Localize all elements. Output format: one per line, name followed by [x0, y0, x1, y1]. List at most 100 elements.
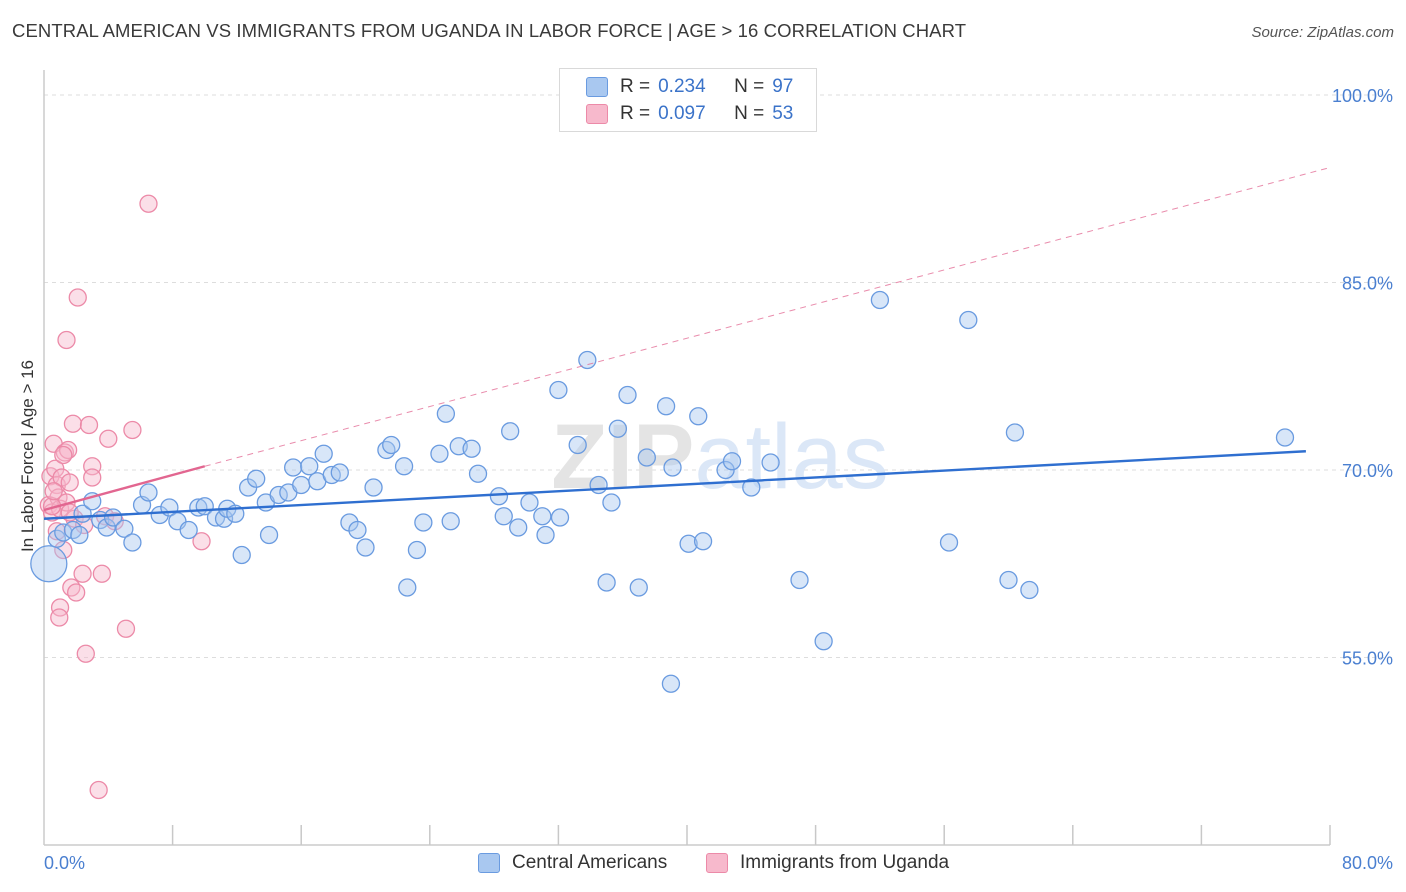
axes — [43, 70, 1331, 846]
central-point — [578, 350, 597, 370]
central-point — [637, 448, 656, 467]
watermark: ZIPatlas — [551, 406, 888, 508]
central-point — [430, 444, 449, 463]
central-point — [790, 570, 809, 590]
central-point — [999, 570, 1018, 590]
central-point — [123, 533, 142, 552]
legend-n-label: N = — [734, 76, 765, 97]
uganda-point — [50, 598, 70, 617]
legend-item-uganda: Immigrants from Uganda — [706, 852, 949, 874]
trend-line-uganda-extension — [204, 167, 1331, 467]
central-point — [661, 674, 681, 693]
grid-lines — [44, 94, 1394, 658]
central-point — [742, 478, 761, 497]
central-point — [330, 463, 349, 482]
central-point — [814, 632, 833, 651]
uganda-point — [47, 522, 67, 541]
central-point — [364, 478, 383, 497]
uganda-point — [79, 415, 99, 435]
central-point — [150, 505, 169, 525]
central-point — [663, 458, 682, 477]
trend-line-uganda — [43, 465, 206, 512]
trend-lines — [43, 167, 1331, 520]
central-point — [489, 487, 509, 506]
uganda-point — [67, 583, 86, 602]
central-point — [292, 475, 311, 495]
central-point — [398, 578, 417, 597]
legend-r-value: 0.097 — [658, 103, 706, 124]
x-tick-label: 80.0% — [1342, 853, 1393, 873]
legend-row-uganda: R = 0.097 N = 53 — [586, 102, 793, 126]
tick-labels: 100.0% 85.0% 70.0% 55.0% 0.0% 80.0% — [44, 86, 1393, 873]
central-point — [247, 469, 266, 488]
central-point — [761, 453, 780, 472]
central-point — [597, 573, 616, 592]
central-point — [103, 508, 123, 527]
central-point — [689, 407, 708, 426]
central-point — [382, 435, 401, 455]
central-point — [179, 520, 198, 540]
legend-n-value: 97 — [772, 76, 794, 97]
central-point — [441, 512, 460, 531]
central-point — [1005, 423, 1025, 442]
central-point — [70, 525, 89, 545]
central-point — [356, 538, 375, 557]
central-point — [139, 483, 158, 502]
uganda-point — [116, 619, 136, 638]
central-point — [549, 380, 568, 400]
central-point — [509, 518, 528, 537]
central-point — [959, 310, 978, 330]
central-point — [348, 520, 367, 540]
correlation-legend: R = 0.234 N = 97 R = 0.097 N = 53 — [559, 68, 817, 132]
uganda-point — [99, 429, 118, 448]
trend-line-central — [43, 450, 1306, 520]
central-point — [259, 525, 279, 545]
central-point — [656, 397, 676, 416]
legend-swatch-uganda — [586, 104, 608, 124]
uganda-point — [192, 532, 211, 551]
source-credit: Source: ZipAtlas.com — [1251, 24, 1394, 41]
legend-r-value: 0.234 — [658, 76, 706, 97]
central-point — [468, 464, 488, 483]
legend-label-central: Central Americans — [512, 852, 668, 873]
uganda-point — [50, 608, 69, 627]
legend-item-central: Central Americans — [478, 852, 667, 874]
uganda-point — [68, 288, 87, 307]
central-point — [536, 525, 555, 545]
central-point — [232, 545, 251, 565]
central-point — [97, 518, 116, 537]
y-tick-label: 85.0% — [1342, 274, 1393, 294]
central-point — [436, 404, 456, 423]
chart-title: CENTRAL AMERICAN VS IMMIGRANTS FROM UGAN… — [12, 20, 967, 41]
central-point — [550, 508, 570, 527]
central-point — [679, 534, 698, 553]
central-point — [939, 533, 959, 552]
central-point — [462, 439, 481, 458]
central-point — [284, 458, 303, 477]
legend-row-central: R = 0.234 N = 97 — [586, 75, 793, 99]
central-point — [501, 422, 520, 441]
uganda-point — [92, 564, 112, 583]
uganda-point — [57, 330, 76, 350]
central-point — [602, 493, 621, 512]
uganda-point — [63, 414, 83, 433]
series-uganda-points — [39, 194, 211, 800]
series-central-points — [30, 290, 1295, 693]
legend-swatch-uganda — [706, 853, 728, 873]
central-point — [589, 475, 608, 495]
central-point — [533, 507, 552, 526]
legend-swatch-central — [478, 853, 500, 873]
uganda-point — [44, 482, 63, 501]
central-point — [414, 513, 433, 532]
legend-swatch-central — [586, 77, 608, 97]
uganda-point — [76, 644, 95, 663]
legend-label-uganda: Immigrants from Uganda — [740, 852, 950, 873]
y-tick-label: 100.0% — [1332, 86, 1393, 106]
central-point — [629, 578, 648, 597]
uganda-point — [89, 780, 108, 800]
central-point — [314, 444, 333, 463]
series-legend: Central Americans Immigrants from Uganda — [0, 852, 1406, 878]
central-point — [608, 419, 628, 438]
central-point — [1020, 580, 1039, 600]
